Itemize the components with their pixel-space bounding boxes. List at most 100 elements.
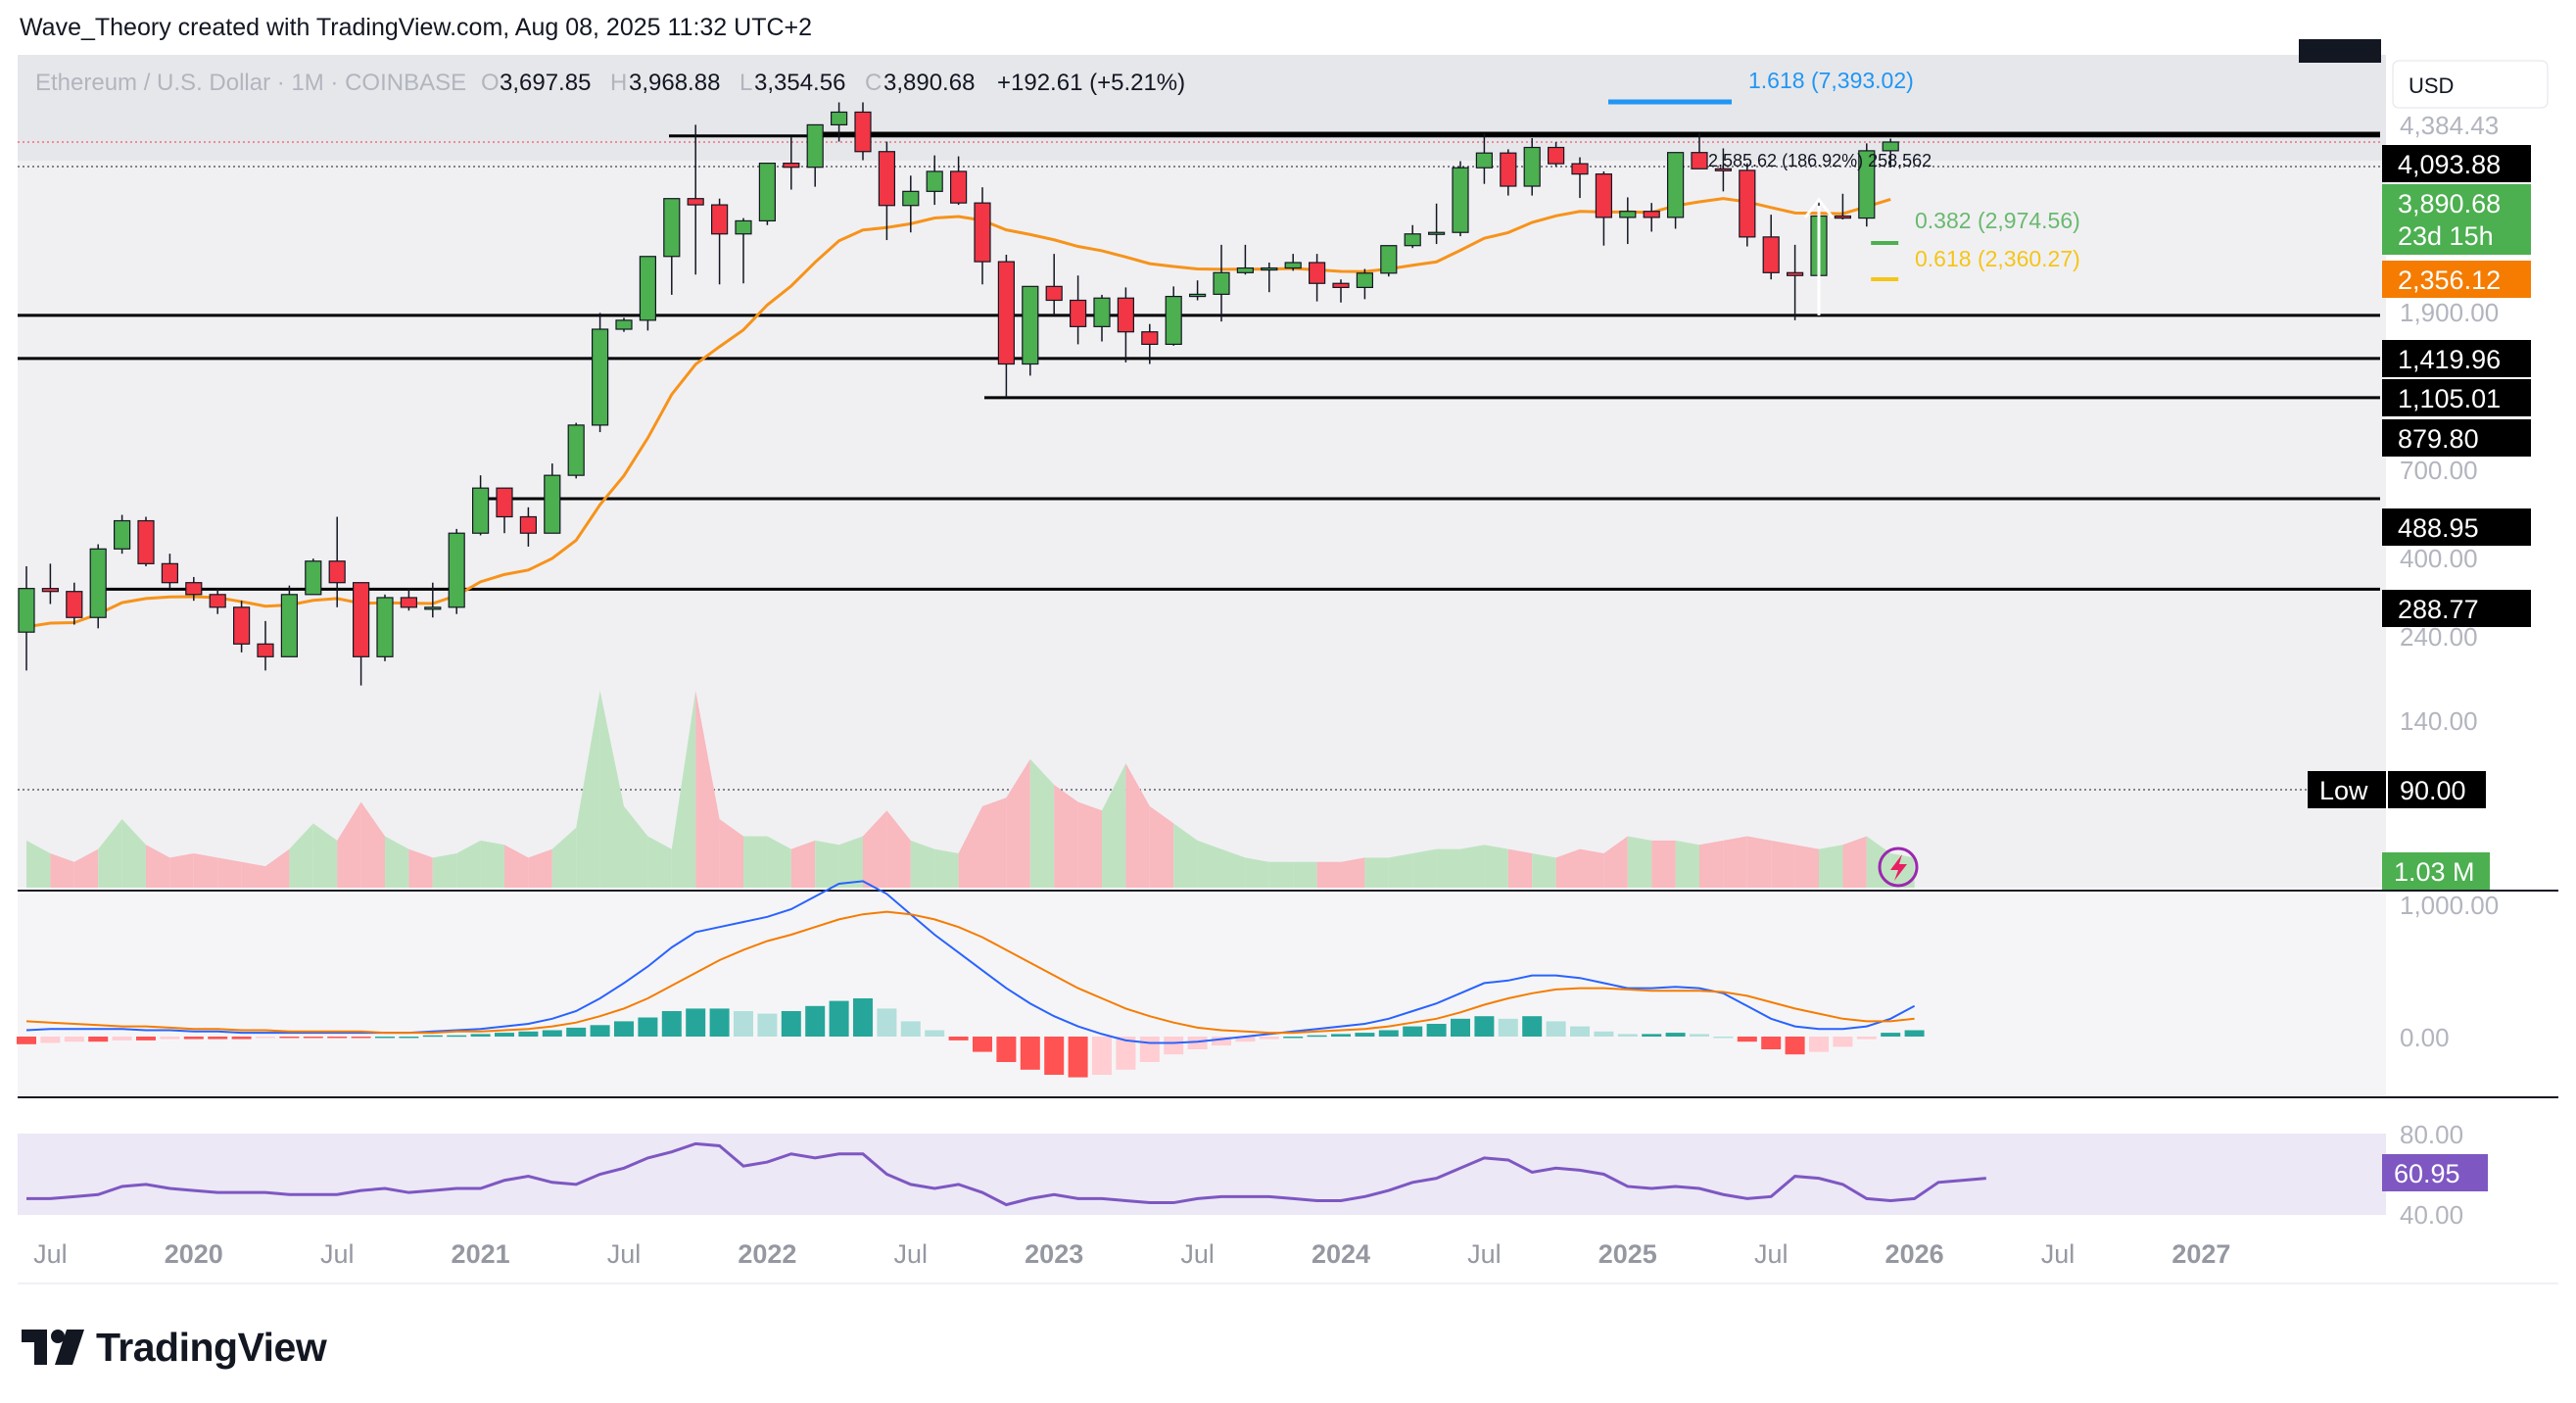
volume-area-segment <box>934 848 959 888</box>
macd-histogram-bar <box>948 1037 969 1040</box>
legend-change: +192.61 (+5.21%) <box>997 70 1185 96</box>
volume-area-segment <box>1484 845 1508 888</box>
candle-body <box>758 162 777 222</box>
candle-body <box>1380 245 1398 274</box>
macd-histogram-bar <box>160 1037 180 1040</box>
volume-area-segment <box>408 848 433 888</box>
macd-histogram-bar <box>877 1008 897 1037</box>
fib-0618-label: 0.618 (2,360.27) <box>1915 246 2080 271</box>
volume-area-segment <box>886 810 911 888</box>
y-label-4384: 4,384.43 <box>2400 111 2499 140</box>
candle-body <box>257 643 274 657</box>
candle-body <box>161 562 178 584</box>
candle-body <box>710 204 729 235</box>
candle-body <box>1834 215 1852 219</box>
rsi-line <box>26 1141 1986 1207</box>
macd-histogram-bar <box>256 1037 275 1039</box>
y-label-700: 700.00 <box>2400 456 2478 485</box>
candle-body <box>1619 211 1637 218</box>
macd-histogram-bar <box>112 1037 132 1040</box>
macd-histogram-bar <box>351 1037 371 1039</box>
macd-histogram-bar <box>1665 1033 1686 1037</box>
macd-histogram-bar <box>1856 1037 1877 1040</box>
macd-histogram-bar <box>518 1031 539 1037</box>
x-tick-label: 2023 <box>1025 1239 1083 1269</box>
volume-area-segment <box>528 848 552 888</box>
volume-area-segment <box>695 690 720 888</box>
volume-area-segment <box>1699 840 1724 888</box>
macd-histogram-bar <box>661 1011 682 1037</box>
macd-histogram-bar <box>1474 1016 1495 1037</box>
candle-body <box>1308 262 1326 284</box>
candle-body <box>1069 299 1087 327</box>
macd-histogram-bar <box>829 1000 849 1037</box>
macd-histogram-bar <box>1546 1021 1566 1037</box>
volume-area-segment <box>671 690 696 888</box>
candle-body <box>854 111 872 153</box>
volume-area-segment <box>982 798 1007 888</box>
macd-histogram-bar <box>231 1037 252 1040</box>
candle-body <box>209 594 226 608</box>
macd-histogram-bar <box>1307 1035 1327 1038</box>
macd-line <box>25 880 1916 1044</box>
candle-body <box>1093 297 1111 327</box>
volume-area-segment <box>1268 861 1294 888</box>
macd-histogram-bar <box>1761 1037 1782 1049</box>
volume-area-segment <box>289 823 313 888</box>
candle-body <box>1284 262 1302 269</box>
volume-area-segment <box>1316 861 1341 888</box>
volume-area-segment <box>1125 763 1150 888</box>
macd-histogram-bar <box>1020 1037 1040 1070</box>
candle-body <box>1117 297 1135 333</box>
tag-4093: 4,093.88 <box>2398 150 2501 179</box>
candle-body <box>1165 295 1182 346</box>
volume-area-segment <box>1819 845 1843 888</box>
macd-histogram-bar <box>422 1035 443 1038</box>
currency-box[interactable] <box>2392 60 2549 109</box>
lightning-icon[interactable] <box>1878 847 1919 888</box>
volume-area-segment <box>360 801 385 888</box>
volume-area-segment <box>576 690 600 888</box>
volume-tag: 1.03 M <box>2394 857 2475 887</box>
tag-488: 488.95 <box>2398 513 2479 543</box>
macd-histogram-bar <box>566 1027 587 1037</box>
candle-body <box>1691 152 1708 169</box>
fib-0382-label: 0.382 (2,974.56) <box>1915 208 2080 233</box>
volume-area-segment <box>432 853 457 888</box>
macd-histogram-bar <box>973 1037 992 1052</box>
x-tick-label: Jul <box>1754 1239 1789 1269</box>
fib-1618-label: 1.618 (7,393.02) <box>1748 68 1914 93</box>
macd-histogram-bar <box>1139 1037 1160 1062</box>
candle-body <box>783 162 800 169</box>
macd-histogram-bar <box>303 1037 323 1039</box>
volume-area-segment <box>1221 848 1246 888</box>
tradingview-logo[interactable]: TradingView <box>22 1323 327 1372</box>
volume-area-segment <box>1149 805 1174 888</box>
x-tick-label: 2027 <box>2171 1239 2230 1269</box>
tag-879-box <box>2382 419 2531 457</box>
tradingview-logo-icon <box>22 1330 84 1365</box>
macd-histogram-bar <box>1068 1037 1088 1078</box>
volume-area-segment <box>312 823 338 888</box>
macd-histogram-bar <box>638 1017 658 1037</box>
macd-histogram-bar <box>495 1033 514 1037</box>
macd-panel-bg <box>18 894 2386 1095</box>
macd-histogram-bar <box>1570 1026 1590 1037</box>
macd-histogram-bar <box>1426 1024 1447 1037</box>
candle-body <box>496 487 513 518</box>
macd-histogram-bar <box>1187 1037 1208 1049</box>
candle-body <box>519 515 538 534</box>
y-label-1000: 1,000.00 <box>2400 891 2499 920</box>
macd-histogram-bar <box>375 1037 395 1039</box>
price-panel-bg <box>18 55 2386 888</box>
legend-open-label: O <box>481 70 500 96</box>
volume-area-segment <box>1245 857 1269 888</box>
macd-signal-line <box>25 910 1915 1035</box>
macd-histogram-bar <box>40 1037 61 1043</box>
volume-area-segment <box>1341 857 1365 888</box>
legend-high-value: 3,968.88 <box>629 70 720 96</box>
candle-body <box>472 487 490 534</box>
legend-symbol: Ethereum / U.S. Dollar · 1M · COINBASE <box>35 70 466 96</box>
candle-body <box>18 588 35 633</box>
